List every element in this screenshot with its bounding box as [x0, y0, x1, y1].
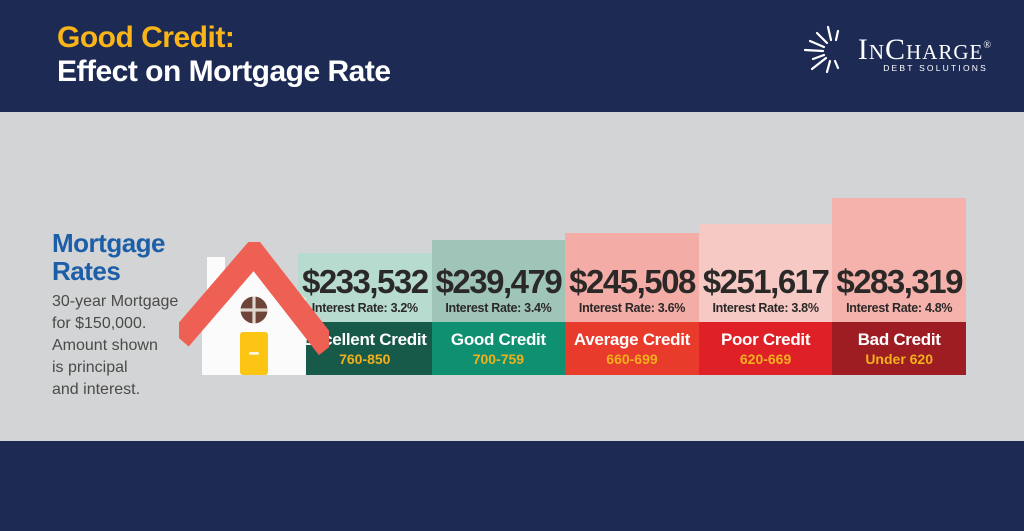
credit-label: Poor Credit: [720, 330, 811, 349]
credit-band: Good Credit 700-759: [431, 322, 566, 375]
bar-value-section: $233,532 Interest Rate: 3.2%: [298, 253, 432, 322]
credit-band: Average Credit 660-699: [565, 322, 699, 375]
house-icon: [171, 234, 338, 375]
mortgage-amount: $233,532: [301, 263, 429, 300]
interest-rate-label: Interest Rate: 3.6%: [578, 301, 686, 315]
bar-value-section: $283,319 Interest Rate: 4.8%: [832, 198, 966, 322]
credit-label: Bad Credit: [857, 330, 941, 349]
mortgage-amount: $251,617: [702, 263, 830, 300]
header: Good Credit: Effect on Mortgage Rate: [0, 0, 1024, 112]
title-line-2: Effect on Mortgage Rate: [57, 55, 391, 88]
bar-column: $283,319 Interest Rate: 4.8% Bad Credit …: [832, 198, 966, 375]
score-range: 700-759: [472, 351, 525, 367]
mortgage-amount: $239,479: [435, 263, 563, 300]
footer: [0, 441, 1024, 531]
score-range: 620-669: [739, 351, 792, 367]
interest-rate-label: Interest Rate: 3.8%: [712, 301, 819, 315]
bar-chart: $233,532 Interest Rate: 3.2% Excellent C…: [298, 198, 966, 375]
interest-rate-label: Interest Rate: 3.4%: [445, 301, 552, 315]
bar-column: $239,479 Interest Rate: 3.4% Good Credit…: [431, 240, 566, 375]
chart-description: 30-year Mortgage for $150,000. Amount sh…: [52, 293, 179, 398]
mortgage-amount: $245,508: [569, 263, 696, 300]
bar-column: $233,532 Interest Rate: 3.2% Excellent C…: [298, 253, 432, 375]
logo-wordmark: InCharge®: [857, 32, 992, 66]
chart-heading: Mortgage Rates: [52, 228, 166, 286]
credit-band: Bad Credit Under 620: [832, 322, 966, 375]
title-line-1: Good Credit:: [57, 21, 235, 54]
logo-text: InCharge® DEBT SOLUTIONS: [858, 31, 992, 73]
score-range: 660-699: [606, 351, 658, 367]
bar-value-section: $239,479 Interest Rate: 3.4%: [431, 240, 566, 322]
interest-rate-label: Interest Rate: 4.8%: [846, 301, 953, 315]
bar-value-section: $245,508 Interest Rate: 3.6%: [565, 233, 699, 322]
page-title: Good Credit: Effect on Mortgage Rate: [57, 21, 391, 89]
credit-label: Average Credit: [573, 330, 691, 349]
score-range: Under 620: [865, 351, 934, 367]
credit-label: Good Credit: [450, 330, 546, 349]
incharge-logo: InCharge® DEBT SOLUTIONS: [800, 20, 992, 83]
bar-column: $245,508 Interest Rate: 3.6% Average Cre…: [565, 233, 699, 375]
logo-subtext: DEBT SOLUTIONS: [883, 62, 988, 73]
credit-band: Excellent Credit 760-850: [298, 322, 432, 375]
mortgage-amount: $283,319: [836, 263, 963, 300]
credit-band: Poor Credit 620-669: [698, 322, 833, 375]
bar-column: $251,617 Interest Rate: 3.8% Poor Credit…: [698, 224, 833, 375]
interest-rate-label: Interest Rate: 3.2%: [311, 301, 418, 315]
score-range: 760-850: [339, 351, 391, 367]
starburst-icon: [800, 20, 858, 83]
bar-value-section: $251,617 Interest Rate: 3.8%: [698, 224, 833, 322]
credit-label: Excellent Credit: [302, 330, 427, 349]
